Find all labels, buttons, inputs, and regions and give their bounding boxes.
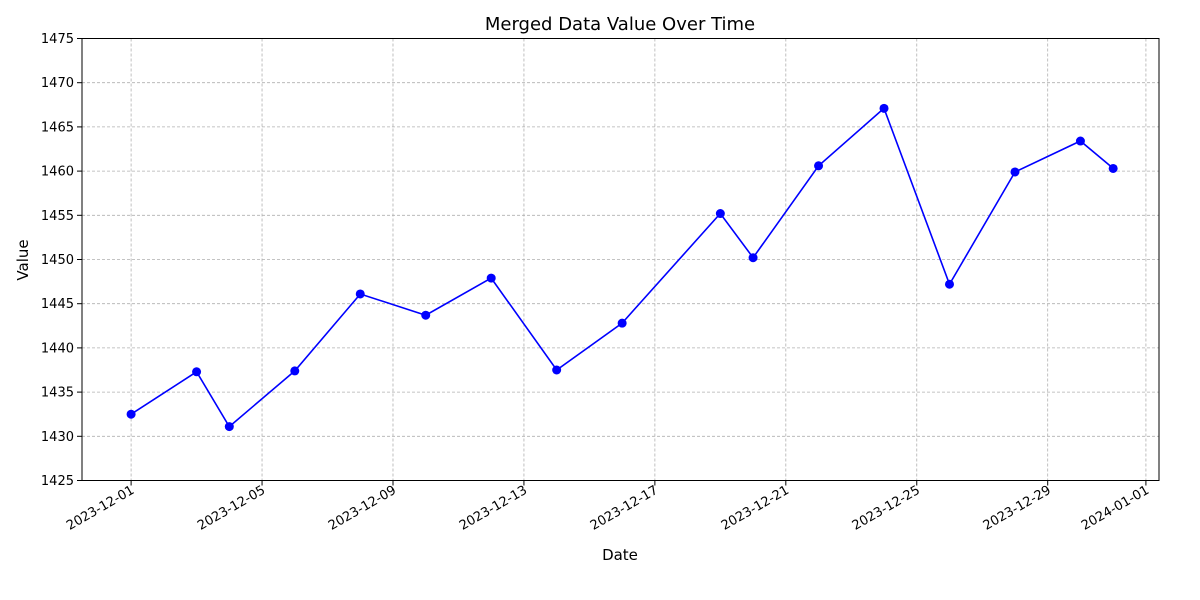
y-tick-label: 1435 — [41, 386, 74, 401]
data-point — [814, 161, 824, 171]
x-tick-label: 2023-12-05 — [195, 483, 268, 534]
x-axis-ticks: 2023-12-01 2023-12-05 2023-12-09 2023-12-13… — [64, 480, 1152, 534]
grid — [82, 38, 1159, 481]
y-tick-label: 1460 — [41, 165, 74, 180]
data-point — [421, 310, 431, 320]
y-tick-label: 1440 — [41, 341, 74, 356]
y-tick-label: 1445 — [41, 297, 74, 312]
data-point — [944, 279, 954, 289]
x-tick-label: 2023-12-13 — [457, 483, 530, 534]
y-tick-label: 1475 — [41, 32, 74, 47]
data-point — [290, 366, 300, 376]
series-line-layer — [130, 106, 1114, 428]
data-point — [355, 289, 365, 299]
y-tick-label: 1470 — [41, 76, 74, 91]
y-tick-label: 1455 — [41, 209, 74, 224]
data-point — [552, 365, 562, 375]
x-tick-label: 2023-12-25 — [850, 483, 923, 534]
series-points-layer — [126, 103, 1118, 432]
x-tick-label: 2023-12-21 — [719, 483, 792, 534]
x-tick-label: 2023-12-09 — [326, 483, 399, 534]
y-axis-label: Value — [14, 239, 32, 280]
data-point — [617, 318, 627, 328]
data-point — [1108, 163, 1118, 173]
data-point — [715, 209, 725, 219]
x-tick-label: 2023-12-29 — [981, 483, 1054, 534]
y-tick-label: 1465 — [41, 120, 74, 135]
series-line — [130, 106, 1114, 428]
data-point — [1075, 136, 1085, 146]
y-axis-ticks: 1425 1430 1435 1440 1445 1450 1455 1460 1465 1470… — [41, 32, 82, 489]
data-point — [879, 103, 889, 113]
data-point — [486, 273, 496, 283]
y-tick-label: 1430 — [41, 430, 74, 445]
chart-title: Merged Data Value Over Time — [485, 14, 755, 35]
data-point — [192, 367, 202, 377]
y-tick-label: 1450 — [41, 253, 74, 268]
x-axis-label: Date — [602, 546, 638, 564]
data-point — [1010, 167, 1020, 177]
y-tick-label: 1425 — [41, 474, 74, 489]
data-point — [126, 409, 136, 419]
data-point — [748, 253, 758, 263]
data-point — [224, 422, 234, 432]
x-tick-label: 2023-12-01 — [64, 483, 137, 534]
x-tick-label: 2023-12-17 — [588, 483, 661, 534]
x-tick-label: 2024-01-01 — [1079, 483, 1152, 534]
